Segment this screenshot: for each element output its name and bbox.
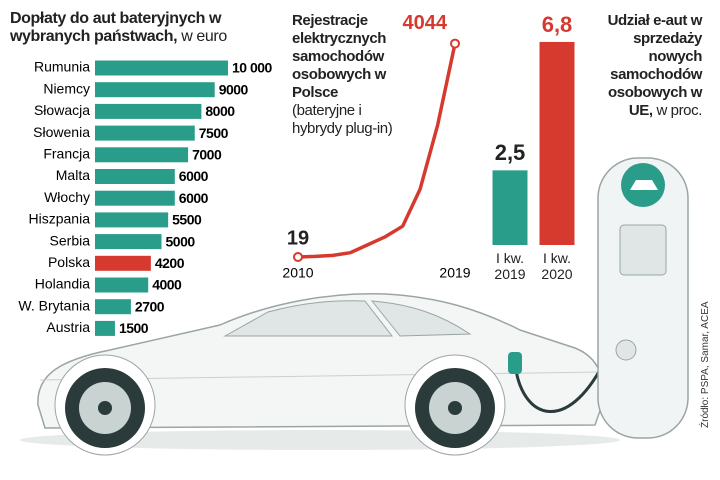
value-label: 1500 xyxy=(119,320,149,336)
bar xyxy=(95,147,189,163)
category-label: W. Brytania xyxy=(18,297,90,313)
value-label: 7000 xyxy=(192,147,222,163)
value-label: 7500 xyxy=(199,125,229,141)
category-label: Słowacja xyxy=(34,102,90,118)
value-label: 6000 xyxy=(179,168,209,184)
value-label: 8000 xyxy=(205,103,235,119)
category-label: Słowenia xyxy=(33,124,90,140)
value-label: 4044 xyxy=(403,12,448,34)
title-2: Rejestracje elektrycznych samochodów oso… xyxy=(292,12,404,138)
value-label: 5500 xyxy=(172,212,202,228)
source: Źródło: PSPA, Samar, ACEA xyxy=(700,301,711,428)
category-label: Holandia xyxy=(35,276,90,292)
category-label: Niemcy xyxy=(43,80,90,96)
category-label: Polska xyxy=(48,254,90,270)
value-label: 4200 xyxy=(155,255,185,271)
title-text: Udział e-aut w sprzedaży nowych samochod… xyxy=(607,12,703,119)
car xyxy=(20,293,620,456)
bar xyxy=(95,234,162,250)
x-tick-label: 2010 xyxy=(282,265,313,281)
point xyxy=(450,38,460,49)
category-label: Serbia xyxy=(50,232,91,248)
bar xyxy=(95,190,175,206)
value-label: 19 xyxy=(287,227,309,249)
bar xyxy=(95,255,151,271)
point xyxy=(293,251,303,262)
bar xyxy=(95,60,228,76)
bar xyxy=(95,299,131,315)
bar xyxy=(95,277,149,293)
x-tick-label: 2019 xyxy=(439,265,470,281)
bar xyxy=(95,82,215,98)
category-label: Austria xyxy=(46,319,90,335)
value-label: 6000 xyxy=(179,190,209,206)
value-label: 9000 xyxy=(219,81,249,97)
title-text: Dopłaty do aut bateryjnych w wybranych p… xyxy=(10,10,222,45)
title-3: Udział e-aut w sprzedaży nowych samochod… xyxy=(590,12,703,120)
subtitle: (bateryjne i hybrydy plug-in) xyxy=(292,102,393,137)
subtitle: w proc. xyxy=(656,102,702,119)
category-label: Malta xyxy=(56,167,90,183)
line xyxy=(297,43,457,259)
bar xyxy=(95,212,169,228)
value-label: 2,5 xyxy=(495,140,526,165)
value-label: 10 000 xyxy=(232,60,273,76)
bar xyxy=(95,320,115,336)
subtitle: w euro xyxy=(181,28,227,45)
category-label: I kw. 2020 xyxy=(541,250,573,282)
bar xyxy=(95,169,175,184)
bar xyxy=(539,41,575,245)
category-label: Rumunia xyxy=(34,59,90,75)
value-label: 2700 xyxy=(135,298,165,314)
value-label: 4000 xyxy=(152,277,182,293)
charger xyxy=(508,157,689,439)
title-1: Dopłaty do aut bateryjnych w wybranych p… xyxy=(10,10,280,46)
bar xyxy=(492,170,528,245)
bar xyxy=(95,125,195,141)
category-label: Hiszpania xyxy=(29,211,91,227)
value-label: 6,8 xyxy=(542,12,573,37)
bar xyxy=(95,103,202,119)
category-label: Włochy xyxy=(44,189,90,205)
value-label: 5000 xyxy=(166,233,196,249)
category-label: I kw. 2019 xyxy=(494,250,526,282)
title-text: Rejestracje elektrycznych samochodów oso… xyxy=(292,12,387,101)
category-label: Francja xyxy=(43,146,90,162)
